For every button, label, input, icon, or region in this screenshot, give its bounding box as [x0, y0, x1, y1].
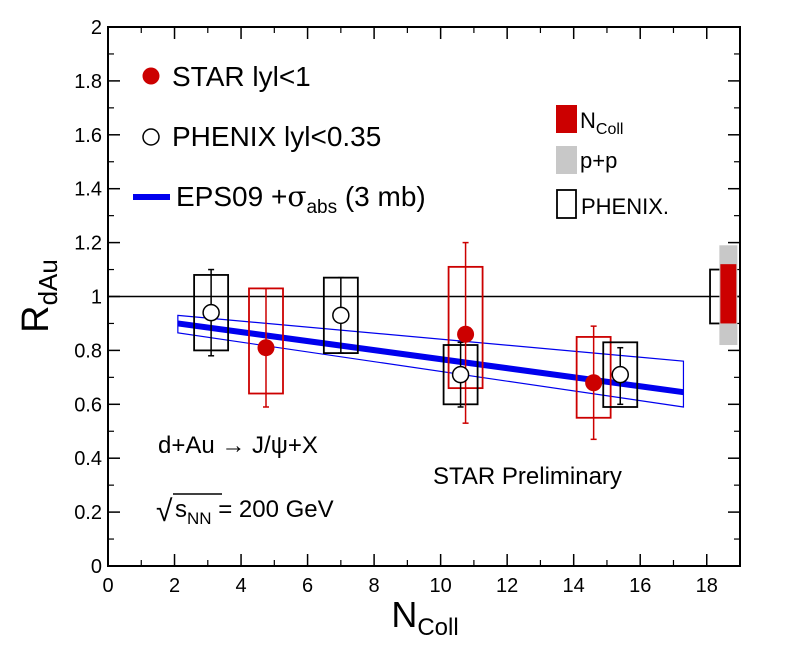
- y-tick-label: 1.6: [74, 125, 102, 147]
- x-tick-label: 0: [102, 575, 113, 597]
- y-tick-label: 0.4: [74, 448, 102, 470]
- preliminary-label: STAR Preliminary: [433, 463, 622, 490]
- x-tick-label: 4: [235, 575, 246, 597]
- phenix-point: [332, 306, 350, 325]
- legend-star-marker: [142, 67, 160, 85]
- star-point: [457, 325, 475, 343]
- model-central-line: [177, 320, 684, 396]
- axis-ticks: 0 2 4 6 8 10 12 14 16 18 0 0.2 0.4 0.6 0.8 1 1.2 1.4 1.6 1.…: [74, 17, 740, 597]
- y-axis-title: RdAu: [15, 259, 63, 333]
- x-tick-label: 16: [629, 575, 651, 597]
- legend-star-label: STAR lyl<1: [172, 61, 311, 92]
- model-band-outline: [177, 314, 685, 408]
- energy-label: √ sNN = 200 GeV: [156, 493, 334, 528]
- x-tick-label: 14: [563, 575, 585, 597]
- y-tick-label: 1.4: [74, 179, 102, 201]
- x-tick-label: 6: [302, 575, 313, 597]
- legend-pp-label: p+p: [580, 148, 617, 173]
- y-tick-label: 1.2: [74, 233, 102, 255]
- x-tick-label: 18: [696, 575, 718, 597]
- x-tick-label: 2: [169, 575, 180, 597]
- y-tick-label: 0.2: [74, 502, 102, 524]
- legend: STAR lyl<1 PHENIX lyl<0.35 EPS09 +σabs (…: [133, 61, 426, 218]
- energy-text: sNN = 200 GeV: [175, 496, 334, 528]
- phenix-point: [451, 365, 470, 384]
- legend-phenix-marker: [142, 128, 160, 146]
- y-tick-label: 1.8: [74, 71, 102, 93]
- y-tick-label: 1: [91, 287, 102, 309]
- data-points: [202, 303, 630, 392]
- phenix-point: [202, 303, 220, 322]
- uncertainty-legend: NColl p+p PHENIX.: [556, 105, 669, 219]
- reaction-label: d+Au → J/ψ+X: [158, 432, 318, 459]
- star-point: [257, 339, 275, 357]
- phenix-sys-box: [602, 341, 639, 408]
- y-tick-label: 0.6: [74, 394, 102, 416]
- legend-phenix-box-swatch: [556, 189, 577, 219]
- ncoll-global-box: [720, 264, 737, 324]
- legend-ncoll-label: NColl: [580, 108, 623, 138]
- global-uncertainties: [709, 245, 738, 346]
- legend-eps-label: EPS09 +σabs (3 mb): [176, 180, 426, 218]
- star-point: [585, 374, 603, 392]
- phenix-point: [611, 365, 630, 384]
- y-tick-label: 0: [91, 556, 102, 578]
- x-tick-label: 10: [430, 575, 452, 597]
- y-tick-label: 2: [91, 17, 102, 39]
- y-tick-label: 0.8: [74, 340, 102, 362]
- x-tick-label: 8: [369, 575, 380, 597]
- legend-pp-swatch: [556, 146, 577, 174]
- x-axis-title: NColl: [391, 594, 458, 641]
- legend-ncoll-swatch: [556, 105, 577, 133]
- legend-phenix-label: PHENIX lyl<0.35: [172, 121, 381, 152]
- x-tick-label: 12: [496, 575, 518, 597]
- legend-phenix-box-label: PHENIX.: [581, 194, 669, 219]
- sqrt-sign: √: [156, 495, 173, 528]
